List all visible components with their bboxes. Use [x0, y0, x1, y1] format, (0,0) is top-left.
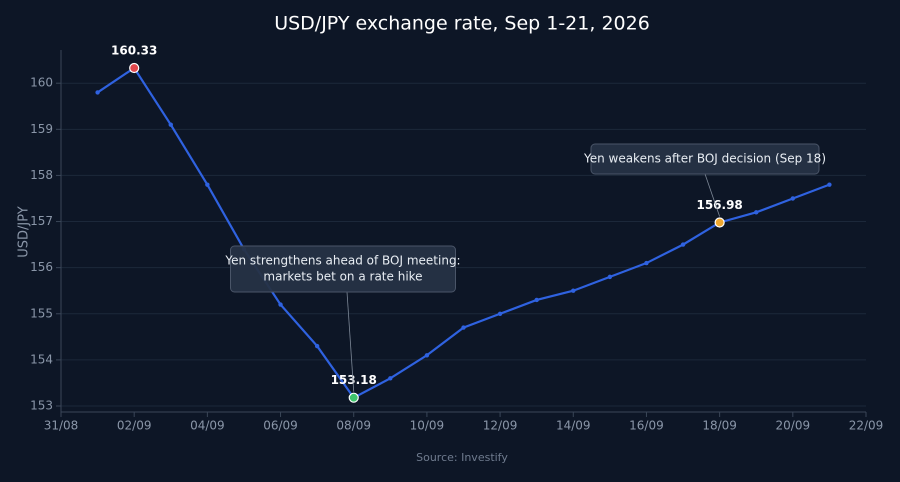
point — [680, 242, 686, 247]
point — [534, 297, 539, 303]
highlight-point — [129, 62, 140, 74]
x-tick-label: 31/08 — [44, 419, 79, 433]
y-tick-label: 158 — [30, 168, 53, 182]
y-tick-label: 160 — [30, 76, 53, 90]
data-label: 156.98 — [696, 198, 742, 212]
x-tick-label: 04/09 — [190, 419, 225, 433]
point — [790, 196, 796, 201]
point — [497, 311, 503, 316]
annotation-box — [230, 245, 456, 293]
y-tick-label: 153 — [30, 399, 53, 413]
x-tick-label: 02/09 — [117, 419, 152, 433]
x-tick-label: 06/09 — [263, 419, 298, 433]
point — [278, 302, 283, 307]
annotation-box — [590, 143, 820, 175]
x-tick-label: 14/09 — [556, 419, 591, 433]
x-tick-label: 16/09 — [629, 419, 664, 433]
chart-title: USD/JPY exchange rate, Sep 1-21, 2026 — [274, 13, 650, 35]
annotation-arrow — [346, 291, 355, 392]
data-label: 160.33 — [111, 43, 157, 57]
annotation-arrow — [704, 173, 721, 217]
point — [314, 343, 320, 349]
point — [827, 182, 832, 187]
point — [424, 353, 430, 358]
y-axis-label: USD/JPY — [17, 206, 32, 258]
x-tick-label: 10/09 — [410, 419, 445, 433]
y-tick-label: 156 — [30, 260, 53, 274]
point — [205, 182, 210, 187]
y-tick-label: 155 — [30, 306, 53, 320]
data-label: 153.18 — [331, 373, 377, 387]
source: Source: Investify — [416, 451, 508, 464]
annotation-text: Yen weakens after BOJ decision (Sep 18) — [583, 152, 826, 166]
point — [754, 210, 759, 215]
y-tick-label: 159 — [30, 122, 53, 136]
point — [388, 376, 393, 381]
point — [461, 325, 466, 330]
point — [571, 288, 576, 293]
x-tick-label: 20/09 — [776, 419, 811, 433]
x-tick-label: 12/09 — [483, 419, 518, 433]
point — [168, 122, 173, 127]
annotation-text: Yen strengthens ahead of BOJ meeting: — [224, 254, 460, 268]
highlight-point — [348, 392, 359, 403]
point — [95, 90, 100, 95]
x-tick-label: 22/09 — [849, 419, 884, 433]
point — [644, 260, 649, 266]
highlight-point — [714, 217, 725, 228]
y-tick-label: 154 — [30, 352, 53, 366]
point — [607, 274, 613, 280]
x-tick-label: 08/09 — [336, 419, 371, 433]
annotation-text: markets bet on a rate hike — [263, 270, 422, 284]
x-tick-label: 18/09 — [702, 419, 737, 433]
y-tick-label: 157 — [30, 214, 53, 228]
